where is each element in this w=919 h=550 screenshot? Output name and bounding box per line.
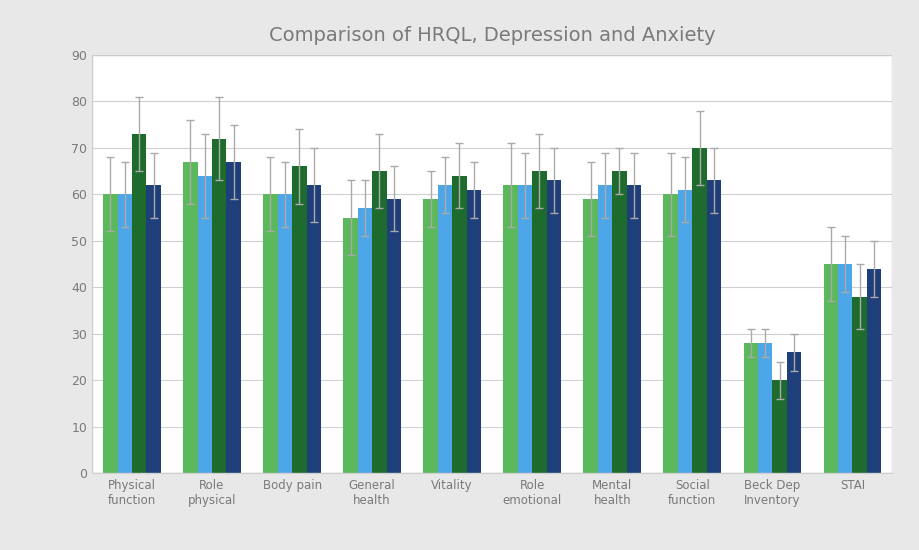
Bar [372, 171, 386, 473]
Bar [343, 218, 357, 473]
Bar [226, 162, 241, 473]
Bar [866, 268, 880, 473]
Bar [743, 343, 757, 473]
Bar [786, 352, 800, 473]
Bar [263, 194, 278, 473]
Bar [772, 380, 786, 473]
Bar [663, 194, 677, 473]
Bar [852, 296, 866, 473]
Bar [823, 264, 837, 473]
Bar [278, 194, 291, 473]
Bar [103, 194, 118, 473]
Bar [132, 134, 146, 473]
Bar [706, 180, 720, 473]
Bar [437, 185, 452, 473]
Bar [677, 190, 692, 473]
Bar [612, 171, 626, 473]
Bar [211, 139, 226, 473]
Bar [466, 190, 481, 473]
Bar [198, 176, 211, 473]
Bar [386, 199, 401, 473]
Bar [597, 185, 612, 473]
Bar [183, 162, 198, 473]
Bar [118, 194, 132, 473]
Bar [517, 185, 531, 473]
Bar [291, 167, 306, 473]
Bar [757, 343, 772, 473]
Bar [452, 176, 466, 473]
Bar [146, 185, 161, 473]
Bar [692, 148, 706, 473]
Bar [583, 199, 597, 473]
Title: Comparison of HRQL, Depression and Anxiety: Comparison of HRQL, Depression and Anxie… [268, 26, 715, 45]
Bar [837, 264, 852, 473]
Bar [423, 199, 437, 473]
Bar [92, 55, 891, 473]
Bar [503, 185, 517, 473]
Bar [357, 208, 372, 473]
Bar [306, 185, 321, 473]
Bar [531, 171, 546, 473]
Bar [546, 180, 561, 473]
Bar [626, 185, 641, 473]
